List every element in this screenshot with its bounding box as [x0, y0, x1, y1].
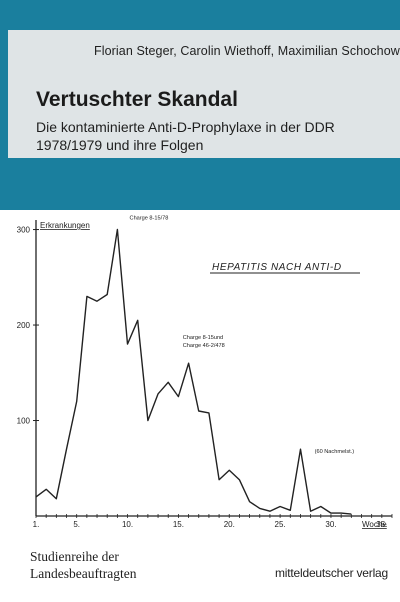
- y-axis-label: Erkrankungen: [40, 221, 90, 230]
- authors: Florian Steger, Carolin Wiethoff, Maximi…: [94, 44, 400, 58]
- annotation-3: Charge 46-2/478: [183, 343, 225, 349]
- series-name: Studienreihe der Landesbeauftragten: [30, 548, 170, 582]
- publisher-name: mitteldeutscher verlag: [275, 566, 388, 580]
- series-line: [35, 228, 352, 515]
- annotation-2: Charge 8-15und: [183, 335, 223, 341]
- chart-title: HEPATITIS NACH ANTI-D: [212, 262, 342, 273]
- x-tick-label-25: 25.: [275, 520, 286, 529]
- x-tick-label-20: 20.: [224, 520, 235, 529]
- y-tick-label-100: 100: [17, 417, 31, 426]
- y-tick-label-200: 200: [17, 321, 31, 330]
- x-tick-label-5: 5.: [73, 520, 80, 529]
- x-tick-label-10: 10.: [122, 520, 133, 529]
- title-panel: Florian Steger, Carolin Wiethoff, Maximi…: [8, 30, 400, 158]
- y-tick-label-300: 300: [17, 226, 31, 235]
- subtitle-line-1: Die kontaminierte Anti-D-Prophylaxe in d…: [36, 119, 335, 135]
- annotation-1: Charge 8-15/78: [130, 216, 169, 222]
- book-subtitle: Die kontaminierte Anti-D-Prophylaxe in d…: [36, 118, 396, 154]
- series-line-1: Studienreihe der: [30, 549, 119, 564]
- x-tick-label-30: 30.: [325, 520, 336, 529]
- subtitle-line-2: 1978/1979 und ihre Folgen: [36, 137, 204, 153]
- x-tick-label-35: 35.: [376, 520, 387, 529]
- series-line-2: Landesbeauftragten: [30, 566, 137, 581]
- x-tick-label-1: 1.: [33, 520, 40, 529]
- annotation-4: (60 Nachmelst.): [315, 449, 355, 455]
- book-title: Vertuschter Skandal: [36, 88, 238, 111]
- chart-svg: 100 200 300 1. 5. 10. 15. 20. 25. 30. 35. Erkrankun…: [17, 216, 393, 529]
- hepatitis-chart: 100 200 300 1. 5. 10. 15. 20. 25. 30. 35. Erkrankun…: [0, 210, 400, 530]
- x-tick-label-15: 15.: [173, 520, 184, 529]
- x-axis-label: Woche: [362, 520, 387, 529]
